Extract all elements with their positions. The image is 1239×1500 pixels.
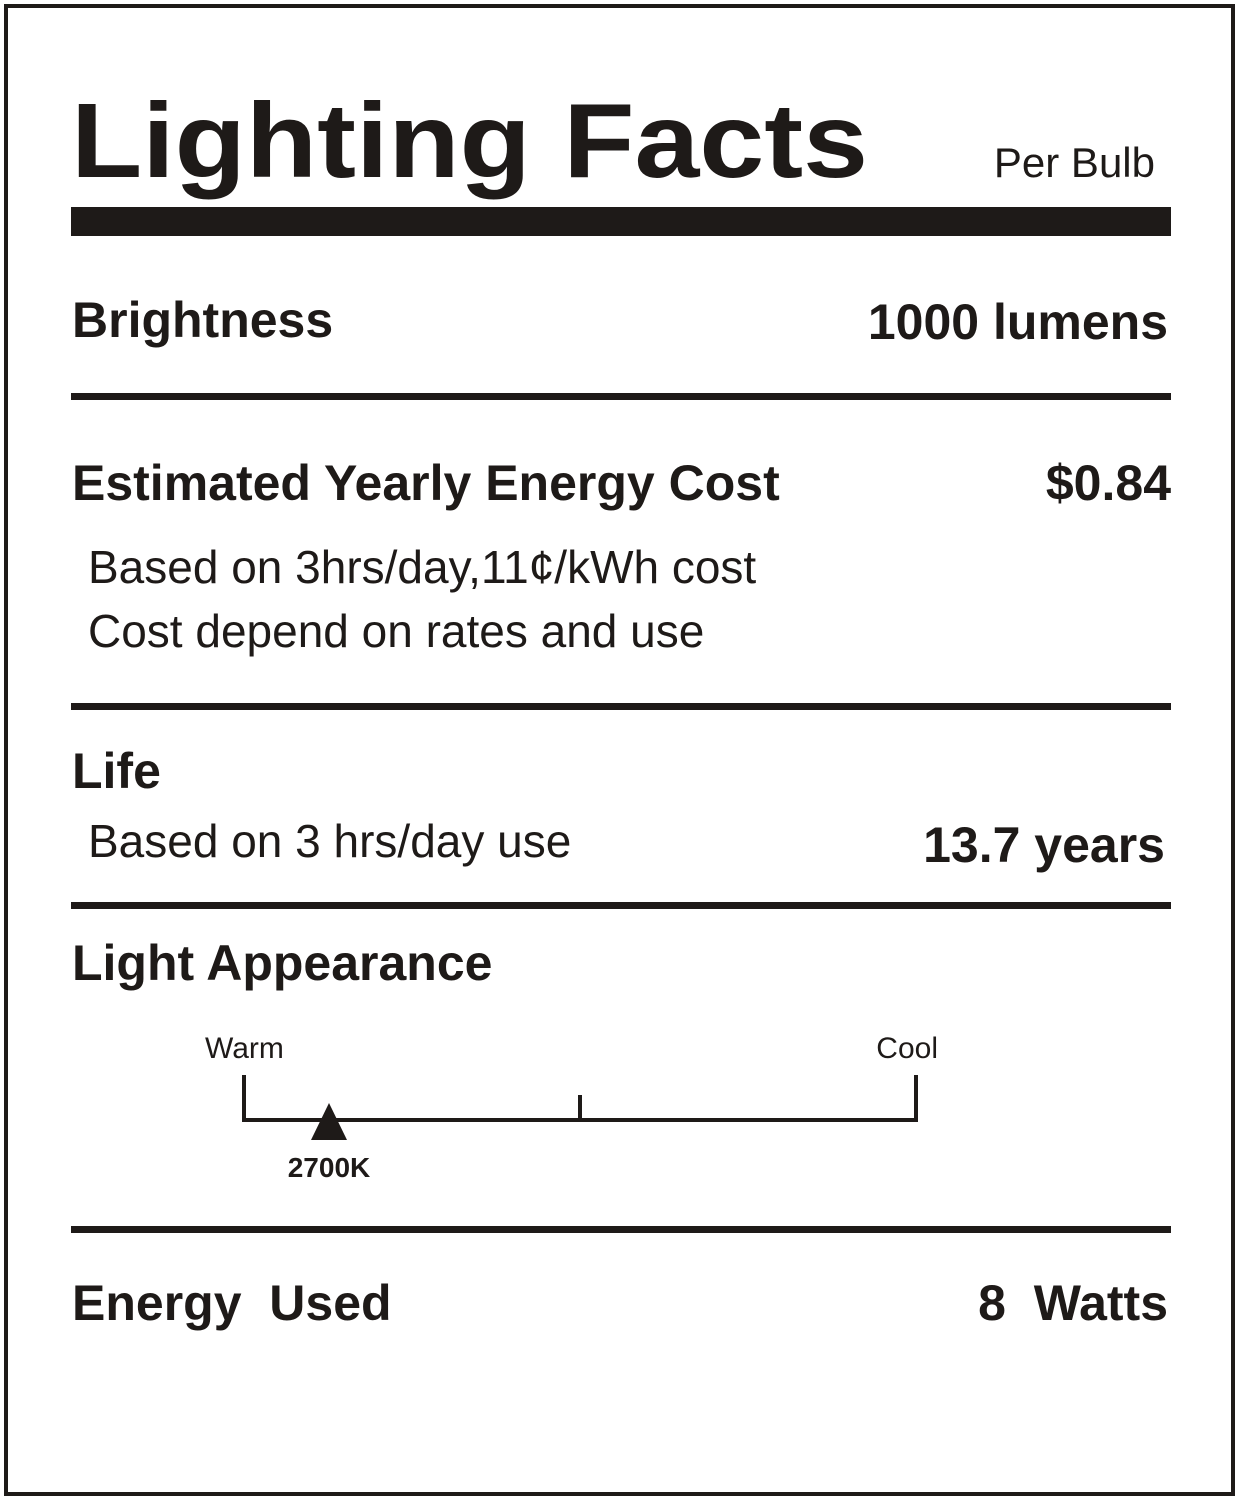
energy-cost-note: Based on 3hrs/day,11¢/kWh cost [88, 541, 756, 593]
marker-label: 2700K [288, 1152, 371, 1183]
rule [71, 703, 1171, 710]
color-scale [242, 1075, 918, 1122]
rule [71, 393, 1171, 400]
life-note: Based on 3 hrs/day use [88, 815, 571, 867]
thick-rule [71, 207, 1171, 236]
brightness-label: Brightness [72, 292, 333, 348]
title: Lighting Facts [71, 82, 868, 200]
energy-cost-note: Cost depend on rates and use [88, 605, 704, 657]
life-label: Life [72, 743, 161, 799]
light-appearance-label: Light Appearance [72, 935, 492, 991]
life-value: 13.7 years [923, 817, 1165, 873]
energy-cost-value: $0.84 [1046, 455, 1171, 511]
brightness-value: 1000 lumens [868, 294, 1168, 350]
scale-marker [311, 1103, 347, 1140]
scale-end: Cool [876, 1032, 938, 1065]
energy-used-value: 8 Watts [978, 1275, 1168, 1331]
label-border [4, 4, 1235, 1496]
rule [71, 1226, 1171, 1233]
subtitle: Per Bulb [994, 139, 1155, 186]
energy-cost-label: Estimated Yearly Energy Cost [72, 455, 780, 511]
energy-used-label: Energy Used [72, 1275, 392, 1331]
rule [71, 902, 1171, 909]
scale-start: Warm [205, 1032, 284, 1065]
